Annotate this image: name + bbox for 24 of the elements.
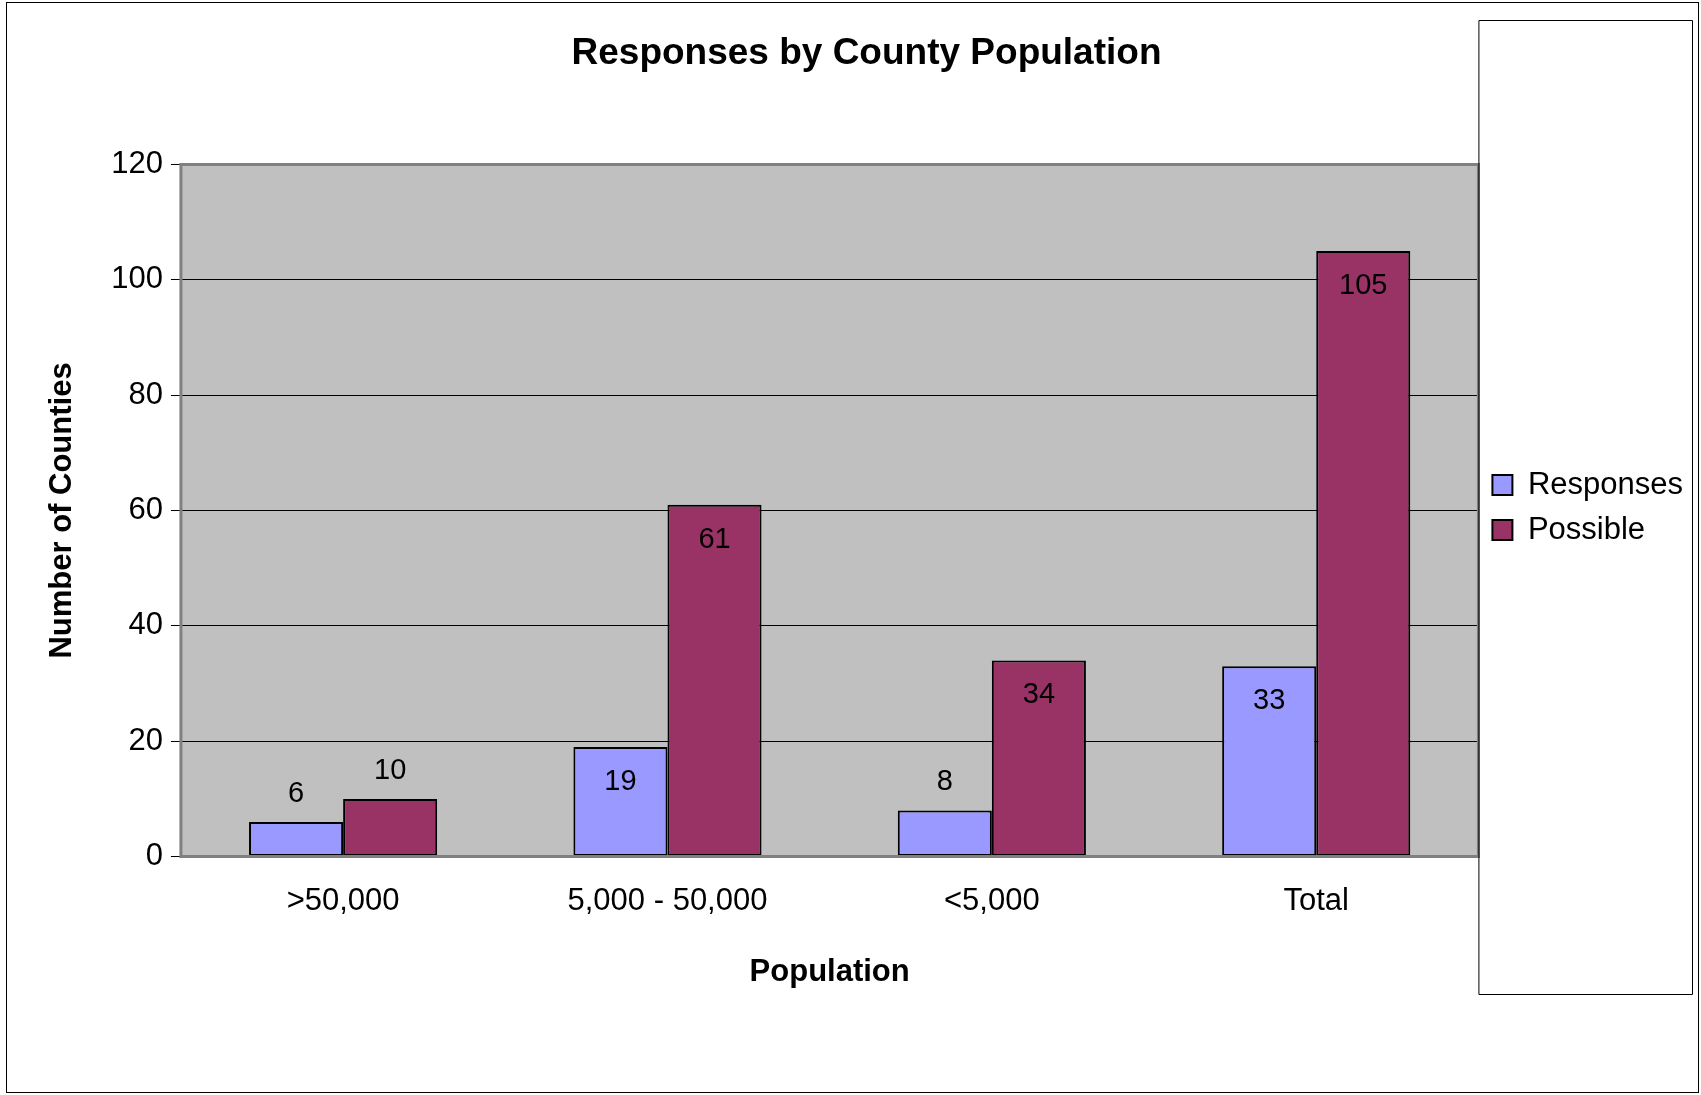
data-label: 61 — [698, 521, 731, 554]
x-tick-label: 5,000 - 50,000 — [567, 881, 768, 917]
x-tick-label: <5,000 — [944, 881, 1040, 917]
legend-label: Responses — [1527, 465, 1683, 501]
y-tick-label: 40 — [128, 606, 163, 642]
chart-title: Responses by County Population — [571, 31, 1162, 73]
data-label: 33 — [1253, 683, 1286, 716]
y-axis-title: Number of Counties — [43, 362, 79, 659]
y-tick-label: 80 — [128, 375, 163, 411]
data-label: 105 — [1339, 267, 1388, 300]
data-label: 8 — [936, 764, 953, 797]
x-tick-label: >50,000 — [286, 881, 400, 917]
y-tick-label: 0 — [145, 837, 163, 873]
x-tick-label: Total — [1283, 881, 1349, 917]
data-label: 6 — [288, 775, 305, 808]
y-tick-label: 120 — [111, 144, 163, 180]
y-tick-label: 100 — [111, 260, 163, 296]
x-axis-title: Population — [749, 952, 910, 988]
data-label: 10 — [374, 752, 407, 785]
y-tick-label: 60 — [128, 491, 163, 527]
data-label: 19 — [604, 764, 637, 796]
legend-label: Possible — [1527, 510, 1646, 546]
data-label: 34 — [1022, 677, 1056, 710]
y-tick-label: 20 — [128, 721, 163, 757]
